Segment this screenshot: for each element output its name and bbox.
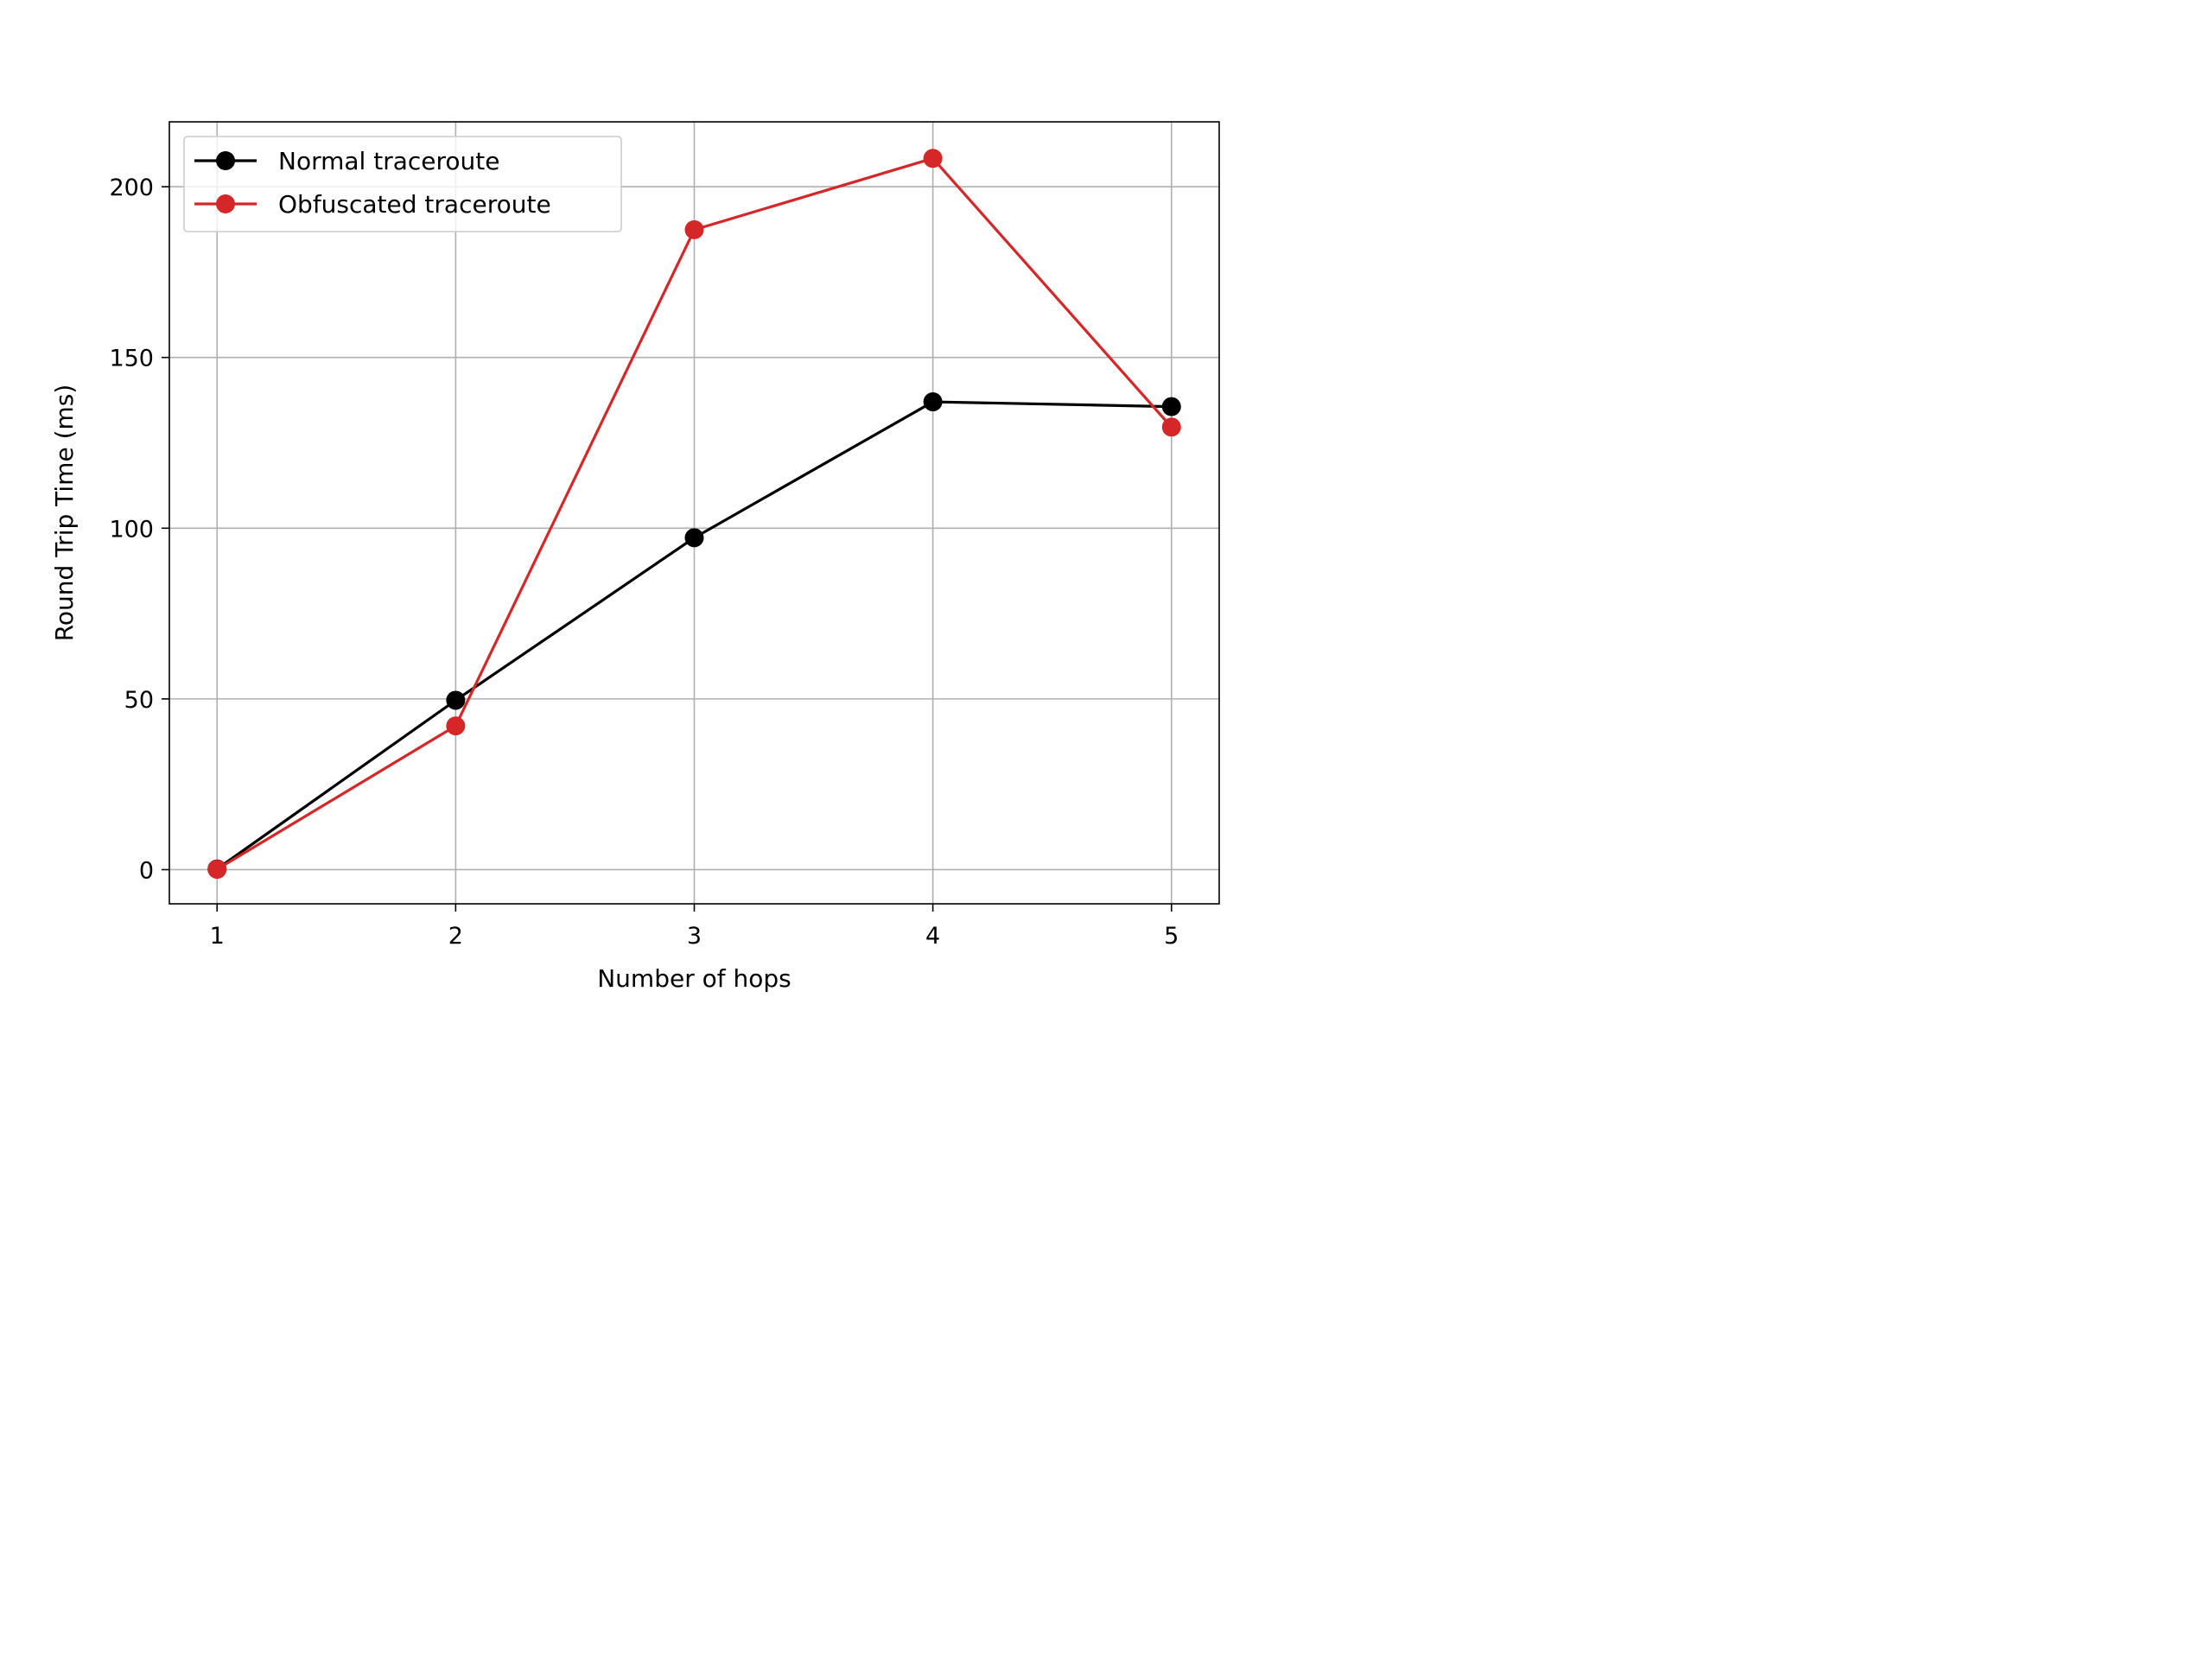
plot-series — [207, 149, 1181, 880]
y-axis-label: Round Trip Time (ms) — [50, 385, 79, 642]
x-tick-label: 5 — [1164, 923, 1179, 950]
y-tick-label: 0 — [139, 857, 154, 884]
x-tick-label: 1 — [210, 923, 225, 950]
x-tick-label: 3 — [687, 923, 702, 950]
legend-entry: Obfuscated traceroute — [194, 190, 551, 219]
legend-label: Obfuscated traceroute — [278, 190, 551, 219]
y-tick-label: 50 — [124, 687, 154, 714]
data-point — [684, 219, 704, 239]
legend-entry: Normal traceroute — [194, 147, 499, 175]
data-point — [684, 528, 704, 548]
data-point — [1161, 417, 1181, 437]
legend: Normal traceroute Obfuscated traceroute — [183, 136, 622, 232]
grid-lines — [169, 122, 1219, 904]
series-2 — [207, 149, 1181, 880]
x-tick-label: 2 — [448, 923, 463, 950]
y-tick-label: 150 — [109, 346, 154, 372]
x-axis-label: Number of hops — [597, 964, 791, 993]
data-point — [923, 392, 943, 412]
data-point — [446, 716, 466, 736]
legend-swatch-marker — [216, 151, 235, 170]
y-tick-label: 100 — [109, 516, 154, 543]
data-point — [1161, 397, 1181, 416]
x-tick-label: 4 — [925, 923, 940, 950]
legend-label: Normal traceroute — [278, 147, 499, 175]
legend-box — [183, 136, 622, 232]
data-point — [207, 860, 227, 880]
y-tick-label: 200 — [109, 175, 154, 201]
legend-entries: Normal traceroute Obfuscated traceroute — [194, 147, 551, 219]
legend-swatch-marker — [216, 194, 235, 213]
data-point — [446, 690, 466, 710]
data-point — [923, 149, 943, 168]
